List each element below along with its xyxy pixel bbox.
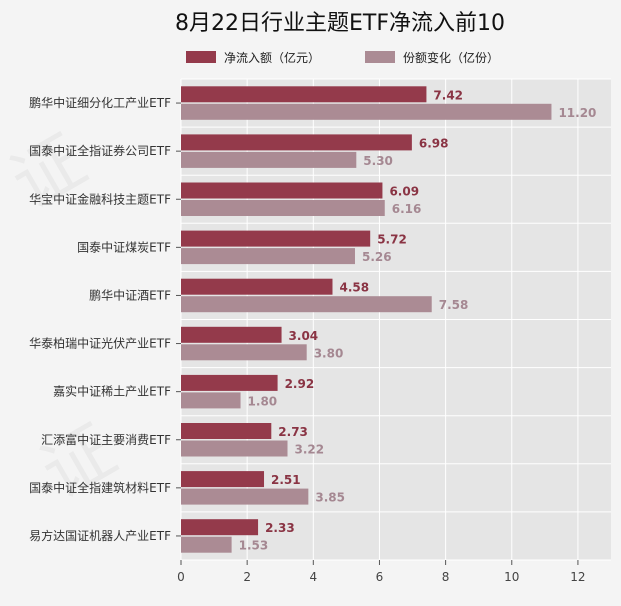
data-label: 11.20 <box>558 106 596 120</box>
x-tick-label: 8 <box>442 570 450 584</box>
legend-label: 份额变化（亿份） <box>403 50 499 65</box>
x-tick-label: 6 <box>376 570 384 584</box>
bar-net-inflow <box>181 326 282 343</box>
data-label: 1.80 <box>248 394 278 408</box>
legend-swatch <box>365 51 395 63</box>
data-label: 4.58 <box>339 281 369 295</box>
category-label: 国泰中证全指建筑材料ETF <box>29 480 171 495</box>
bar-net-inflow <box>181 374 278 391</box>
data-label: 7.58 <box>439 298 469 312</box>
data-label: 3.80 <box>314 346 344 360</box>
legend-swatch <box>186 51 216 63</box>
data-label: 5.30 <box>363 154 393 168</box>
x-tick-label: 12 <box>570 570 585 584</box>
bar-net-inflow <box>181 230 371 247</box>
data-label: 7.42 <box>433 88 463 102</box>
category-label: 华泰柏瑞中证光伏产业ETF <box>29 336 171 351</box>
bar-share-change <box>181 440 288 457</box>
bar-share-change <box>181 103 552 120</box>
bar-net-inflow <box>181 471 265 488</box>
bar-net-inflow <box>181 278 333 295</box>
data-label: 1.53 <box>239 539 269 553</box>
category-labels: 鹏华中证细分化工产业ETF 国泰中证全指证券公司ETF 华宝中证金融科技主题ETF 国… <box>29 95 181 543</box>
category-label: 嘉实中证稀土产业ETF <box>53 384 171 399</box>
chart-title: 8月22日行业主题ETF净流入前10 <box>175 11 505 36</box>
data-label: 3.85 <box>315 491 345 505</box>
bar-share-change <box>181 296 432 313</box>
data-label: 2.51 <box>271 473 301 487</box>
data-label: 5.26 <box>362 250 392 264</box>
bar-share-change <box>181 344 307 361</box>
category-label: 华宝中证金融科技主题ETF <box>29 191 171 206</box>
data-label: 6.09 <box>389 185 419 199</box>
bars: 7.42 11.20 6.98 5.30 6.09 6.16 5.72 5.26 4.58 7.5… <box>181 86 596 553</box>
watermark-glyph: 证 <box>0 119 99 225</box>
bar-share-change <box>181 248 355 265</box>
bar-share-change <box>181 392 241 409</box>
bar-net-inflow <box>181 86 427 103</box>
x-tick-label: 0 <box>177 570 185 584</box>
category-label: 鹏华中证酒ETF <box>89 287 171 302</box>
bar-share-change <box>181 536 232 553</box>
data-label: 2.33 <box>265 521 295 535</box>
data-label: 6.16 <box>392 202 422 216</box>
x-tick-label: 10 <box>504 570 519 584</box>
data-label: 6.98 <box>419 136 449 150</box>
bar-share-change <box>181 151 357 168</box>
bar-share-change <box>181 200 385 216</box>
bar-net-inflow <box>181 134 412 151</box>
bar-net-inflow <box>181 182 383 199</box>
x-tick-label: 4 <box>309 570 317 584</box>
bar-share-change <box>181 488 309 505</box>
category-label: 鹏华中证细分化工产业ETF <box>29 95 171 110</box>
watermark-glyph: 证 <box>28 409 130 515</box>
data-label: 5.72 <box>377 233 407 247</box>
x-tick-label: 2 <box>243 570 251 584</box>
category-label: 国泰中证煤炭ETF <box>77 239 171 254</box>
data-label: 2.73 <box>278 425 308 439</box>
x-axis-ticks: 0 2 4 6 8 10 12 <box>177 560 586 584</box>
data-label: 3.22 <box>295 443 325 457</box>
category-label: 汇添富中证主要消费ETF <box>41 432 171 447</box>
data-label: 3.04 <box>289 329 319 343</box>
category-label: 国泰中证全指证券公司ETF <box>29 143 171 158</box>
data-label: 2.92 <box>285 377 315 391</box>
bar-net-inflow <box>181 423 272 439</box>
legend-label: 净流入额（亿元） <box>224 50 320 65</box>
bar-net-inflow <box>181 519 259 536</box>
legend: 净流入额（亿元） 份额变化（亿份） <box>186 50 499 65</box>
category-label: 易方达国证机器人产业ETF <box>29 528 171 543</box>
